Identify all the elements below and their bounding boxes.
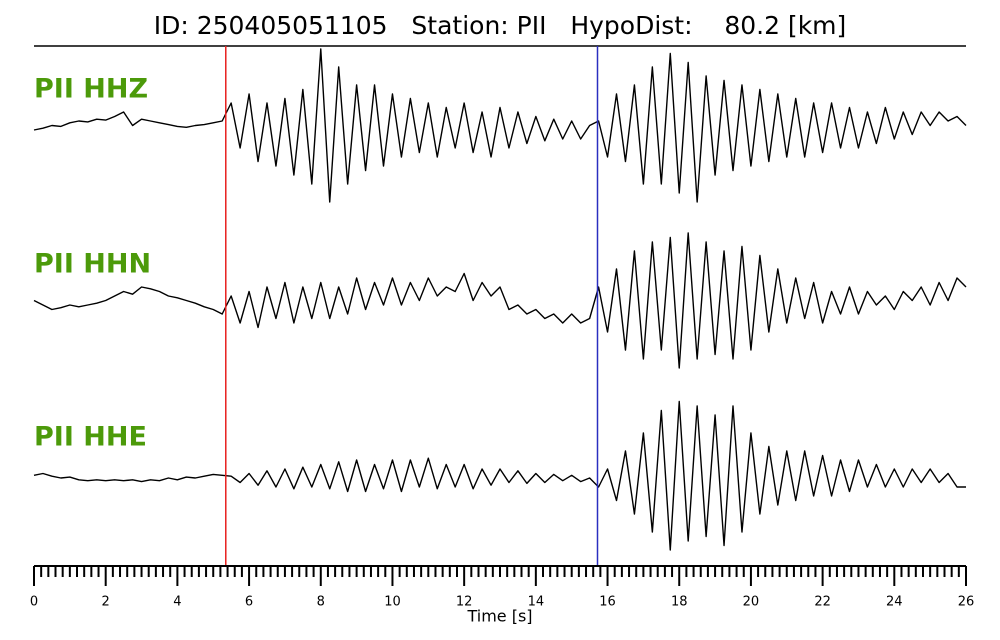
x-tick-label: 20 xyxy=(743,595,760,610)
waveform xyxy=(33,400,966,551)
x-tick-label: 4 xyxy=(173,595,181,610)
trace-label: PII HHE xyxy=(34,422,147,453)
x-tick-label: 10 xyxy=(384,595,401,610)
x-tick-label: 16 xyxy=(599,595,616,610)
x-tick-label: 24 xyxy=(886,595,903,610)
x-tick-label: 0 xyxy=(30,595,38,610)
trace-label: PII HHN xyxy=(34,249,151,280)
x-tick-label: 18 xyxy=(671,595,688,610)
x-tick-label: 8 xyxy=(317,595,325,610)
x-tick-label: 6 xyxy=(245,595,253,610)
x-tick-label: 22 xyxy=(814,595,831,610)
x-tick-label: 14 xyxy=(528,595,545,610)
x-tick-label: 2 xyxy=(102,595,110,610)
waveform xyxy=(33,232,967,369)
chart-title: ID: 250405051105 Station: PII HypoDist: … xyxy=(154,11,847,40)
waveform xyxy=(33,48,967,203)
x-tick-label: 12 xyxy=(456,595,473,610)
x-axis-label: Time [s] xyxy=(466,607,532,626)
x-tick-label: 26 xyxy=(958,595,975,610)
trace-label: PII HHZ xyxy=(34,74,148,105)
